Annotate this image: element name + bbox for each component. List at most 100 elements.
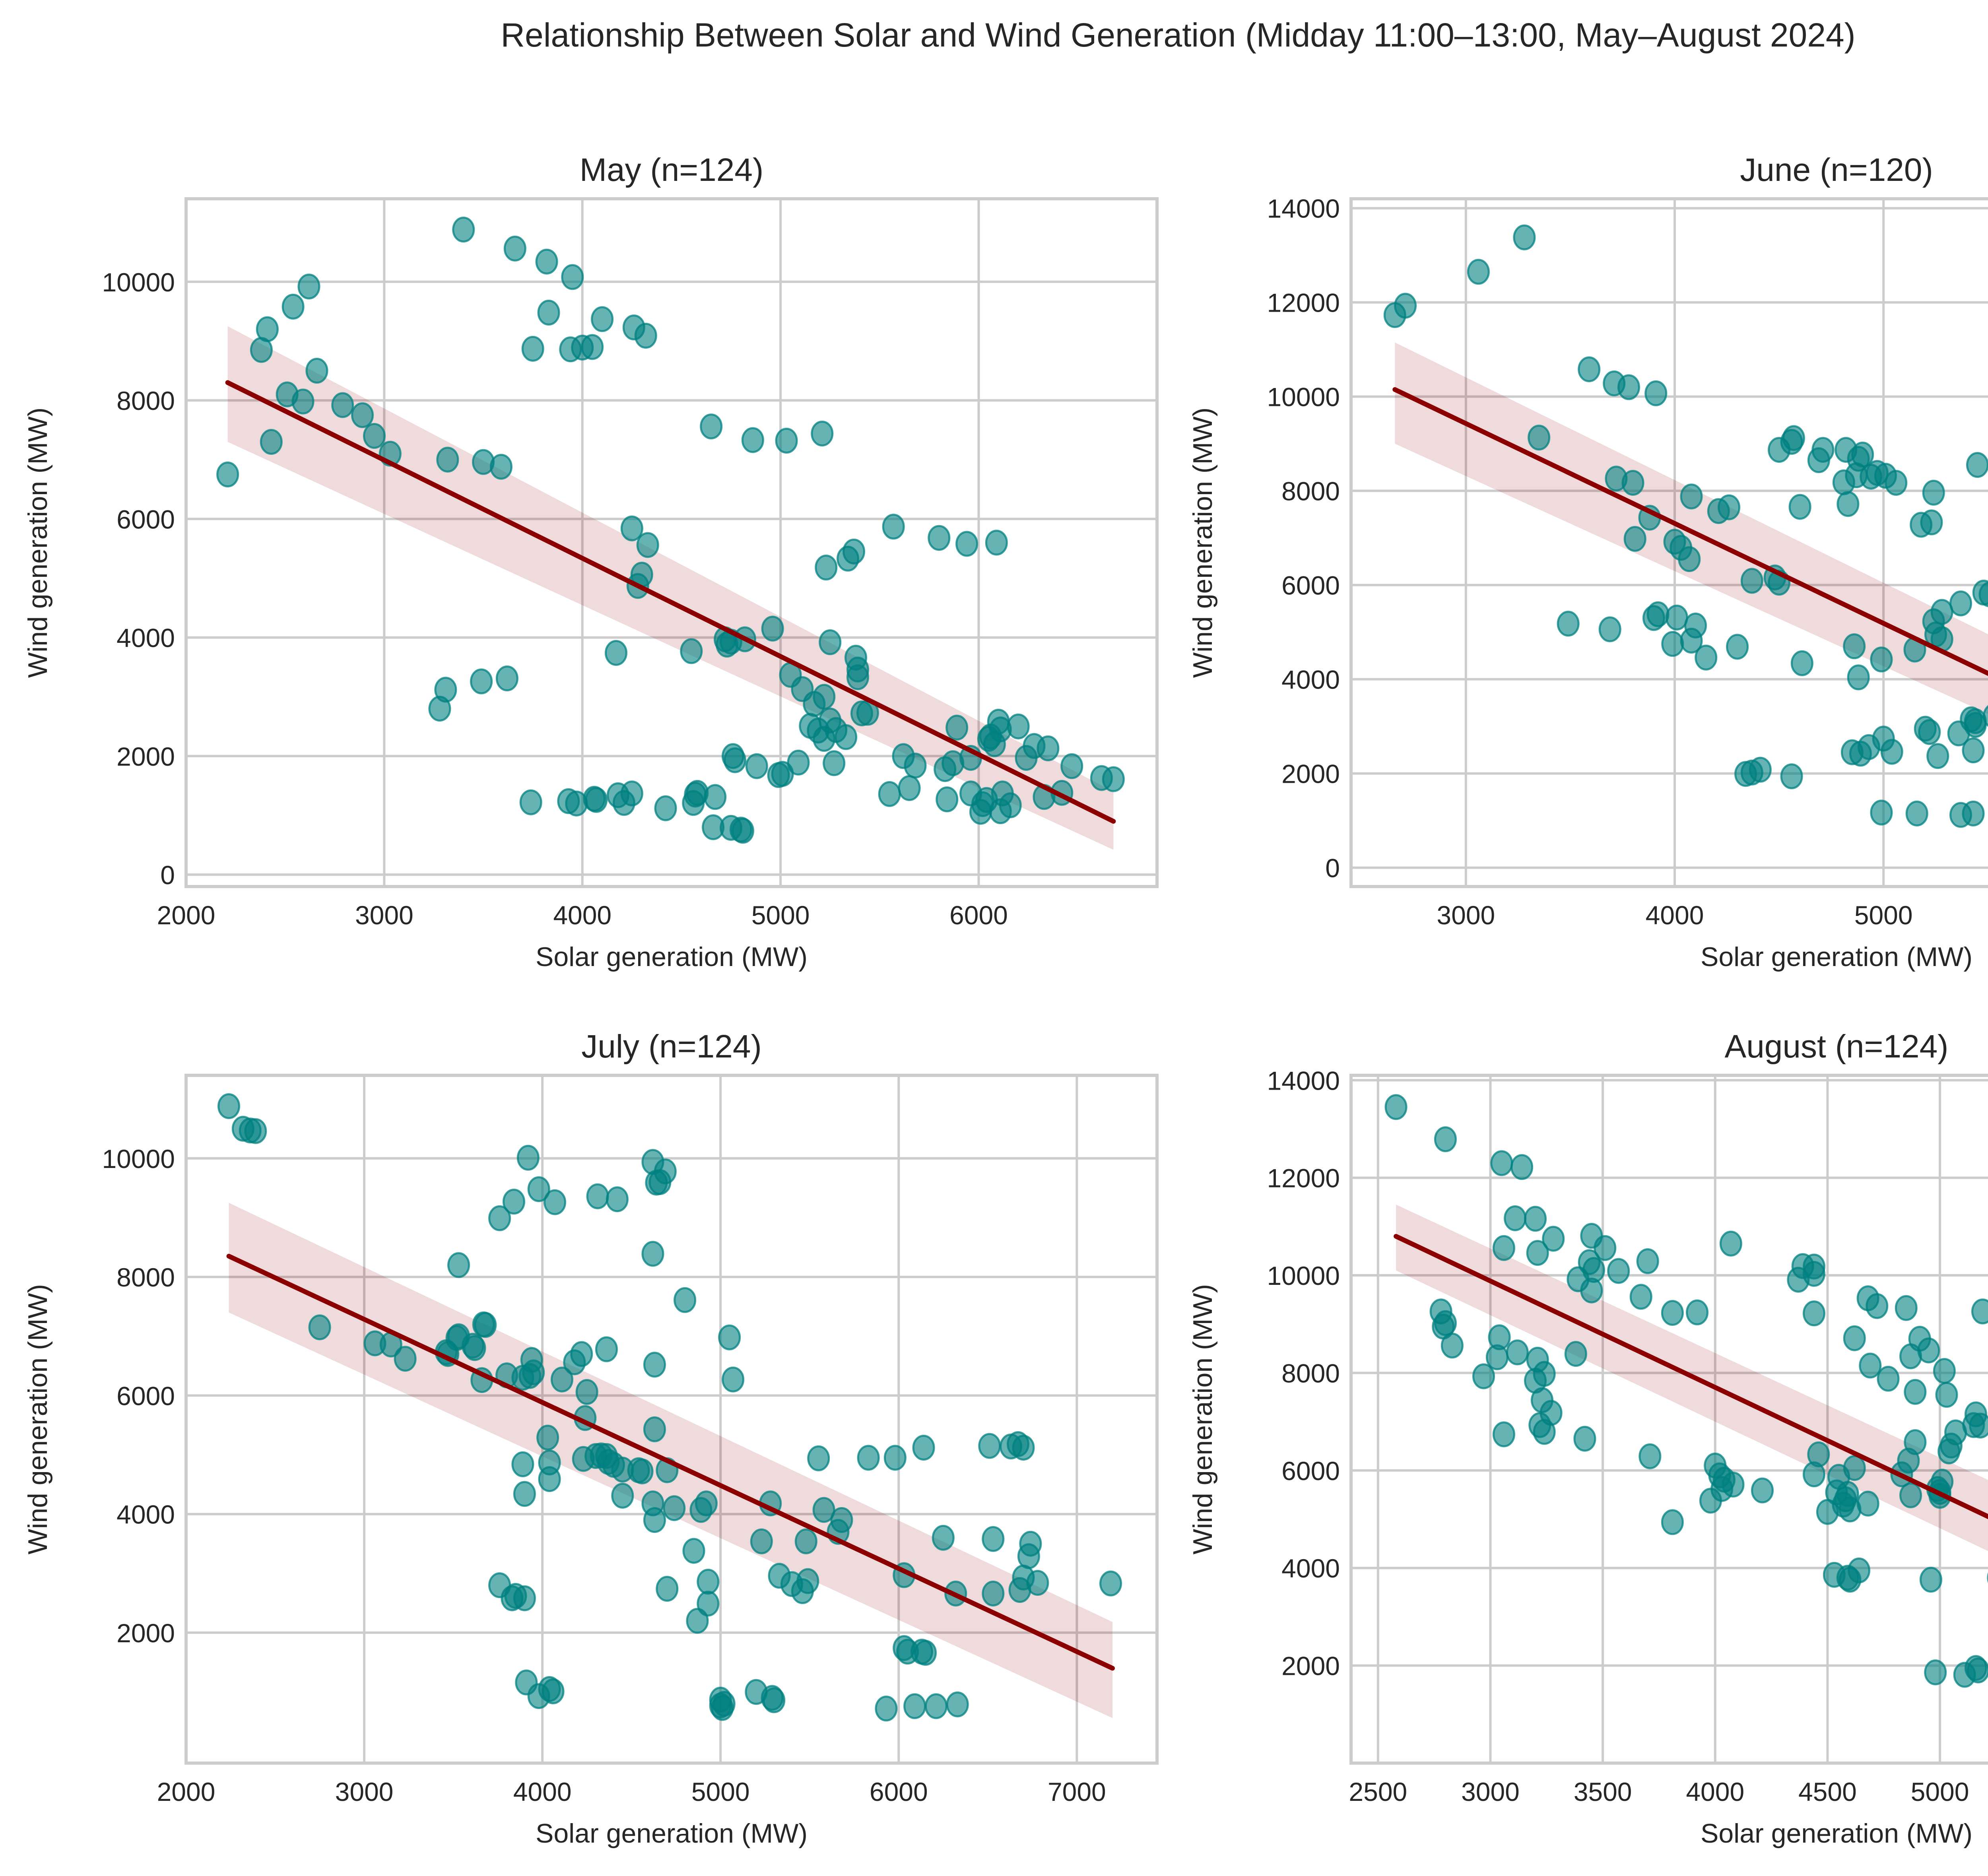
data-point: [1966, 452, 1988, 478]
panel-title: June (n=120): [1740, 152, 1933, 188]
data-point: [1837, 491, 1860, 517]
x-tick-label: 6000: [870, 1777, 928, 1806]
x-tick-label: 5000: [691, 1777, 750, 1806]
data-point: [1621, 470, 1644, 496]
data-point: [1782, 425, 1805, 451]
data-point: [928, 525, 951, 551]
data-point: [216, 461, 239, 487]
data-point: [982, 1580, 1005, 1606]
data-point: [544, 1189, 567, 1215]
data-point: [1492, 1421, 1515, 1447]
data-point: [722, 1366, 745, 1393]
data-point: [436, 446, 459, 473]
data-point: [643, 1352, 666, 1378]
data-point: [1695, 644, 1718, 671]
data-point: [521, 336, 544, 362]
data-point: [898, 775, 921, 801]
data-point: [489, 454, 513, 480]
data-point: [1718, 494, 1741, 520]
y-axis-label: Wind generation (MW): [1188, 407, 1218, 678]
data-point: [1504, 1205, 1527, 1231]
data-point: [914, 1640, 937, 1666]
data-point: [1967, 1657, 1988, 1684]
x-tick-label: 2000: [157, 900, 215, 930]
data-point: [1971, 1298, 1988, 1325]
data-point: [1807, 1441, 1830, 1467]
data-point: [606, 1186, 629, 1213]
data-point: [1578, 356, 1601, 382]
data-point: [1384, 1094, 1408, 1120]
data-point: [1488, 1324, 1511, 1350]
data-point: [955, 531, 978, 557]
y-tick-label: 8000: [1281, 477, 1340, 506]
data-point: [1870, 646, 1893, 673]
data-point: [575, 1379, 598, 1405]
y-tick-label: 6000: [1281, 1456, 1340, 1486]
data-point: [674, 1287, 697, 1313]
y-tick-label: 14000: [1267, 194, 1340, 223]
data-point: [794, 1528, 817, 1554]
data-point: [1904, 1429, 1927, 1455]
data-point: [394, 1346, 417, 1372]
data-point: [718, 1324, 741, 1350]
data-point: [535, 248, 558, 275]
data-point: [1636, 1248, 1659, 1274]
y-tick-label: 0: [160, 860, 175, 890]
data-point: [643, 1416, 666, 1442]
x-axis-label: Solar generation (MW): [536, 942, 808, 972]
data-point: [1607, 1258, 1630, 1284]
y-tick-label: 6000: [1281, 571, 1340, 600]
data-point: [1788, 494, 1811, 520]
data-point: [1726, 634, 1749, 660]
data-point: [1962, 737, 1985, 764]
data-point: [1949, 590, 1972, 617]
data-point: [1684, 613, 1707, 639]
data-point: [1533, 1361, 1556, 1387]
regression-line: [1394, 1234, 1988, 1519]
regression-line: [226, 1253, 1115, 1671]
data-point: [447, 1252, 470, 1278]
data-point: [1964, 708, 1987, 734]
data-point: [812, 1497, 835, 1523]
y-tick-label: 2000: [116, 1618, 175, 1648]
data-point: [585, 787, 608, 813]
panel-title: May (n=124): [580, 152, 764, 188]
data-point: [1924, 1659, 1947, 1686]
data-point: [297, 274, 320, 300]
data-point: [811, 421, 834, 447]
data-point: [434, 677, 457, 703]
y-tick-label: 12000: [1267, 288, 1340, 318]
data-point: [470, 668, 493, 695]
y-tick-label: 2000: [1281, 759, 1340, 789]
data-point: [1904, 1379, 1927, 1405]
axes-frame: [184, 1074, 1159, 1765]
data-point: [697, 1591, 720, 1617]
data-point: [331, 392, 354, 418]
data-point: [1848, 1557, 1871, 1583]
x-axis-label: Solar generation (MW): [1701, 1818, 1972, 1849]
axes-frame: [184, 197, 1159, 888]
data-point: [936, 786, 959, 813]
data-point: [561, 264, 584, 290]
y-axis-label: Wind generation (MW): [1188, 1284, 1218, 1554]
data-point: [1467, 259, 1490, 285]
data-point: [1920, 509, 1943, 535]
data-point: [1102, 766, 1125, 792]
data-point: [695, 1490, 718, 1517]
data-point: [503, 235, 526, 262]
data-point: [643, 1507, 666, 1533]
y-tick-label: 6000: [116, 1381, 175, 1410]
data-point: [823, 750, 846, 776]
data-point: [1856, 1490, 1879, 1517]
x-tick-label: 4000: [1686, 1777, 1744, 1806]
x-tick-label: 3000: [1437, 900, 1495, 930]
data-point: [741, 427, 764, 453]
data-point: [1870, 799, 1893, 826]
data-point: [1434, 1126, 1457, 1152]
data-point: [835, 724, 858, 750]
data-point: [586, 1183, 609, 1209]
data-point: [1007, 713, 1030, 739]
data-point: [680, 638, 703, 664]
data-point: [1026, 1570, 1049, 1596]
data-point: [761, 615, 784, 642]
